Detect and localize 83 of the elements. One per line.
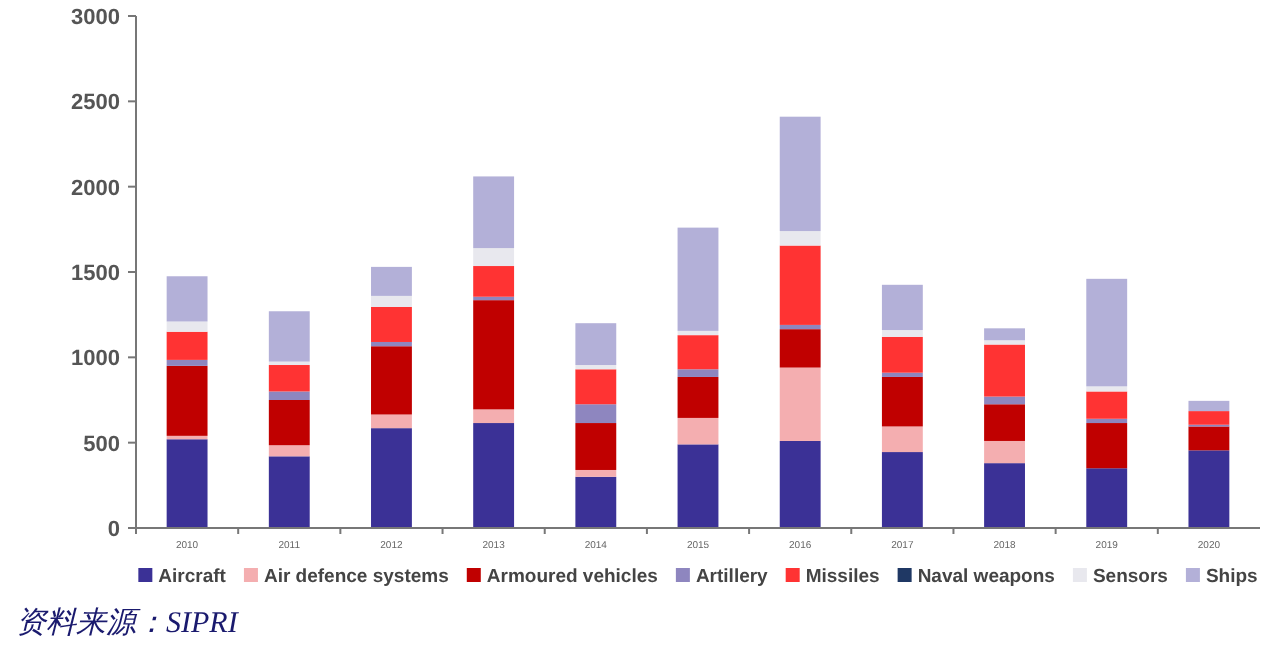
bar	[677, 335, 719, 370]
bar	[779, 231, 821, 246]
bar	[166, 321, 208, 332]
bar	[268, 400, 310, 446]
bar	[166, 331, 208, 360]
bar	[779, 116, 821, 232]
bar	[268, 365, 310, 392]
text: 资料来源：SIPRI	[16, 606, 240, 640]
bar	[371, 346, 412, 415]
bar	[473, 248, 515, 267]
bar	[1188, 450, 1230, 528]
bar	[779, 440, 821, 528]
bar	[473, 300, 515, 410]
bar	[473, 176, 515, 249]
bar	[371, 414, 412, 429]
bar	[779, 329, 821, 368]
bar	[268, 391, 310, 400]
bar	[1086, 391, 1128, 419]
bar	[1188, 411, 1230, 425]
bar	[677, 330, 719, 336]
legend-label: Armoured vehicles	[486, 566, 658, 588]
bar	[881, 376, 923, 427]
y-tick-label: 3000	[71, 6, 120, 30]
bar	[677, 376, 719, 418]
bar	[473, 423, 515, 528]
bar	[166, 439, 208, 528]
bar	[881, 284, 923, 331]
y-tick-label: 1500	[71, 262, 120, 286]
bar	[1188, 400, 1230, 412]
bar	[881, 330, 923, 337]
bar	[371, 428, 412, 528]
bar	[371, 341, 412, 347]
bar	[984, 463, 1025, 528]
bar	[268, 456, 310, 528]
bar	[371, 266, 412, 296]
bar	[575, 423, 617, 470]
bar	[473, 266, 515, 297]
y-tick-label: 1000	[71, 347, 120, 372]
bar	[371, 306, 412, 342]
bar	[575, 323, 617, 366]
legend-label: Sensors	[1092, 566, 1168, 588]
bar	[677, 227, 719, 331]
bar	[984, 328, 1025, 341]
y-tick-label: 2000	[71, 176, 120, 201]
bar	[984, 344, 1025, 397]
legend-label: Naval weapons	[917, 566, 1055, 588]
y-tick-label: 0	[107, 518, 120, 542]
y-tick-label: 2500	[71, 91, 120, 116]
bar	[268, 445, 310, 457]
bar	[166, 365, 208, 436]
bar	[575, 476, 617, 528]
bar	[1188, 426, 1230, 451]
bar	[1086, 423, 1128, 469]
bar	[677, 369, 719, 377]
bar	[1086, 386, 1128, 392]
bar	[677, 444, 719, 528]
bar	[575, 469, 617, 477]
bar	[575, 369, 617, 405]
bar	[881, 426, 923, 453]
bar	[166, 276, 208, 322]
bar	[677, 417, 719, 445]
bar	[779, 245, 821, 325]
bar	[1086, 468, 1128, 528]
legend-label: Artillery	[695, 566, 770, 588]
bar	[371, 295, 412, 307]
y-tick-label: 500	[83, 432, 120, 457]
bar	[166, 359, 208, 366]
bar	[268, 311, 310, 362]
bar	[575, 404, 617, 424]
bar	[1086, 418, 1128, 424]
bar	[1086, 278, 1128, 387]
bar	[984, 440, 1025, 464]
bar	[984, 404, 1025, 441]
legend-label: Missiles	[805, 566, 880, 588]
legend-label: Aircraft	[158, 566, 228, 588]
bar	[881, 452, 923, 528]
bar	[881, 336, 923, 373]
legend-label: Air defence systems	[263, 566, 449, 588]
bar	[984, 396, 1025, 405]
bar	[473, 409, 515, 424]
legend-label: Ships	[1205, 566, 1258, 588]
bar	[779, 324, 821, 330]
bar	[779, 367, 821, 441]
